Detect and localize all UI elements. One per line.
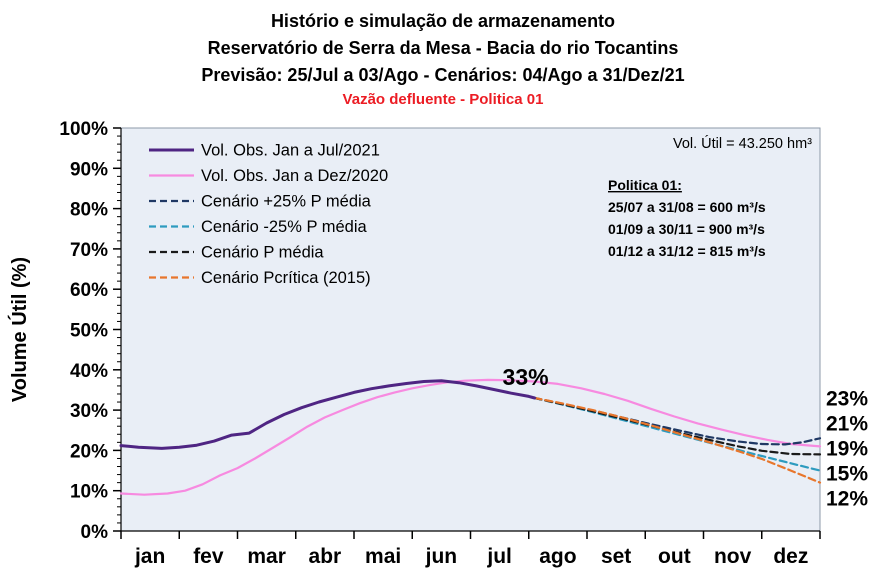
y-tick-label: 40% — [70, 361, 108, 382]
legend-label-obs-2020: Vol. Obs. Jan a Dez/2020 — [201, 167, 388, 185]
y-tick-label: 20% — [70, 441, 108, 462]
x-month-label: mar — [247, 545, 286, 568]
x-month-label: dez — [773, 545, 808, 568]
title-line-1: Histório e simulação de armazenamento — [270, 11, 616, 31]
policy-line-3: 01/12 a 31/12 = 815 m³/s — [608, 243, 766, 259]
y-tick-label: 90% — [70, 159, 108, 180]
x-month-label: out — [658, 545, 691, 568]
x-month-label: jan — [134, 545, 165, 568]
x-month-label: fev — [193, 545, 224, 568]
x-month-label: jul — [486, 545, 512, 568]
series-line-cenario-pcritica — [533, 396, 822, 484]
end-label-12%: 12% — [826, 487, 868, 510]
current-value-label: 33% — [503, 364, 549, 390]
title-line-3: Previsão: 25/Jul a 03/Ago - Cenários: 04… — [201, 65, 685, 85]
y-tick-label: 60% — [70, 280, 108, 301]
policy-line-1: 25/07 a 31/08 = 600 m³/s — [608, 199, 766, 215]
chart-header: Histório e simulação de armazenamento Re… — [0, 8, 886, 111]
series-line-obs-2021 — [119, 379, 537, 450]
y-tick-label: 50% — [70, 321, 108, 342]
vol-util-label: Vol. Útil = 43.250 hm³ — [673, 135, 812, 152]
series-line-obs-2020 — [119, 378, 822, 496]
title-line-2: Reservatório de Serra da Mesa - Bacia do… — [207, 38, 679, 58]
legend-label-cenario-mais25: Cenário +25% P média — [201, 193, 372, 211]
policy-line-2: 01/09 a 30/11 = 900 m³/s — [608, 221, 765, 237]
plot-area — [120, 127, 821, 532]
x-month-label: set — [601, 545, 631, 568]
x-month-label: jun — [425, 545, 458, 568]
x-month-label: mai — [365, 545, 401, 568]
end-label-21%: 21% — [826, 412, 868, 435]
y-axis-title: Volume Útil (%) — [7, 257, 31, 402]
y-tick-label: 80% — [70, 200, 108, 221]
y-tick-label: 0% — [81, 522, 109, 543]
y-tick-label: 10% — [70, 482, 108, 503]
legend-label-cenario-pmedia: Cenário P média — [201, 244, 324, 262]
policy-title: Politica 01: — [608, 177, 682, 193]
chart-svg: 0%10%20%30%40%50%60%70%80%90%100%jan fev m… — [7, 119, 868, 568]
legend-label-obs-2021: Vol. Obs. Jan a Jul/2021 — [201, 142, 380, 160]
legend-label-cenario-pcritica: Cenário Pcrítica (2015) — [201, 269, 371, 287]
x-month-label: abr — [309, 545, 342, 568]
legend-label-cenario-menos25: Cenário -25% P média — [201, 218, 368, 236]
end-label-15%: 15% — [826, 462, 868, 485]
x-month-label: nov — [714, 545, 752, 568]
end-label-19%: 19% — [826, 437, 868, 460]
chart: 0% 10% 20% 30% 40% 50% 60% 70% 80% 90% 100% jan fev m… — [0, 118, 886, 579]
y-tick-label: 30% — [70, 401, 108, 422]
y-tick-label: 100% — [59, 119, 108, 140]
x-month-label: ago — [539, 545, 576, 568]
subtitle-red: Vazão defluente - Politica 01 — [342, 91, 544, 108]
end-label-23%: 23% — [826, 387, 868, 410]
y-tick-label: 70% — [70, 240, 108, 261]
